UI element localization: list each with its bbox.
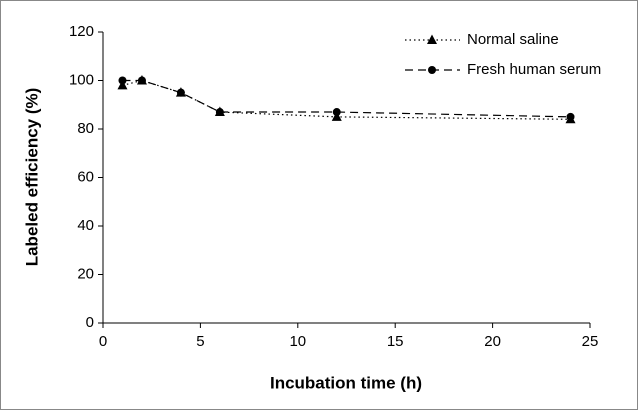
x-tick-label: 5 — [196, 333, 204, 350]
y-axis-title: Labeled efficiency (%) — [22, 88, 41, 267]
x-tick-label: 20 — [484, 333, 501, 350]
circle-marker — [215, 108, 224, 117]
y-tick-label: 60 — [77, 168, 94, 185]
circle-marker — [332, 108, 341, 117]
y-tick-label: 40 — [77, 217, 94, 234]
x-tick-label: 0 — [99, 333, 107, 350]
legend-marker — [428, 66, 436, 74]
triangle-marker — [331, 111, 342, 121]
y-tick-label: 120 — [69, 23, 94, 40]
x-tick-label: 25 — [582, 333, 599, 350]
x-tick-label: 15 — [387, 333, 404, 350]
y-tick-label: 20 — [77, 265, 94, 282]
legend-label: Normal saline — [467, 31, 559, 48]
x-axis-title: Incubation time (h) — [270, 373, 422, 392]
y-tick-label: 100 — [69, 71, 94, 88]
y-tick-label: 0 — [86, 314, 94, 331]
x-tick-label: 10 — [289, 333, 306, 350]
y-tick-label: 80 — [77, 120, 94, 137]
circle-marker — [566, 112, 575, 121]
triangle-marker — [117, 79, 128, 90]
legend-label: Fresh human serum — [467, 61, 601, 78]
legend-marker — [427, 34, 437, 44]
circle-marker — [176, 88, 185, 97]
circle-marker — [137, 76, 146, 85]
circle-marker — [118, 76, 127, 85]
